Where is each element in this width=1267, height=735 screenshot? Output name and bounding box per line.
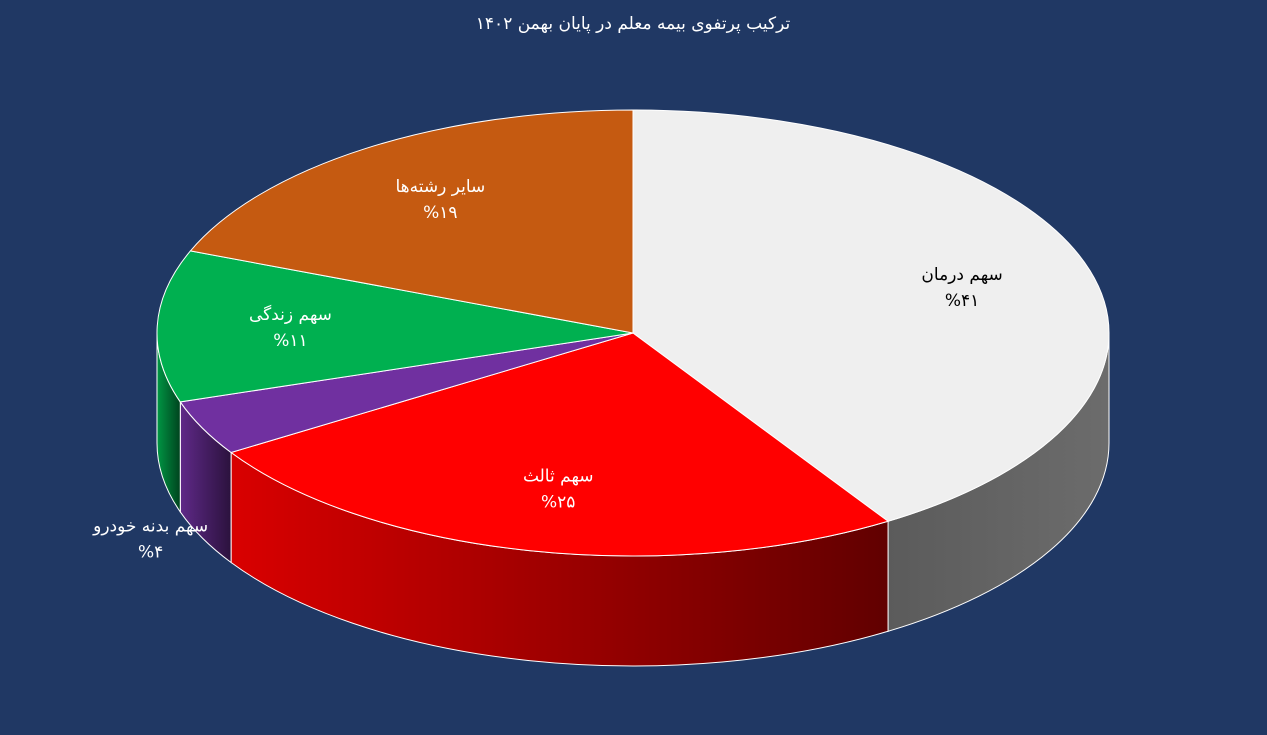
data-label-name: سهم بدنه خودرو: [92, 516, 208, 536]
data-label-name: سهم زندگی: [249, 304, 332, 325]
pie-slice: [189, 109, 634, 334]
data-label-value: %۴۱: [945, 291, 979, 311]
data-label-name: سهم ثالث: [523, 467, 594, 487]
data-label-value: %۴: [138, 542, 163, 562]
data-label-name: سایر رشته‌ها: [395, 177, 485, 197]
data-label-value: %۱۹: [423, 203, 457, 223]
data-label-value: %۲۵: [541, 493, 575, 513]
data-label-name: سهم درمان: [921, 265, 1002, 285]
pie-slice: [632, 109, 1110, 522]
data-label-value: %۱۱: [273, 331, 307, 351]
pie-slice: [156, 250, 634, 403]
pie-slice: [229, 332, 890, 557]
chart-title: ترکیب پرتفوی بیمه معلم در پایان بهمن ۱۴۰…: [476, 14, 791, 34]
